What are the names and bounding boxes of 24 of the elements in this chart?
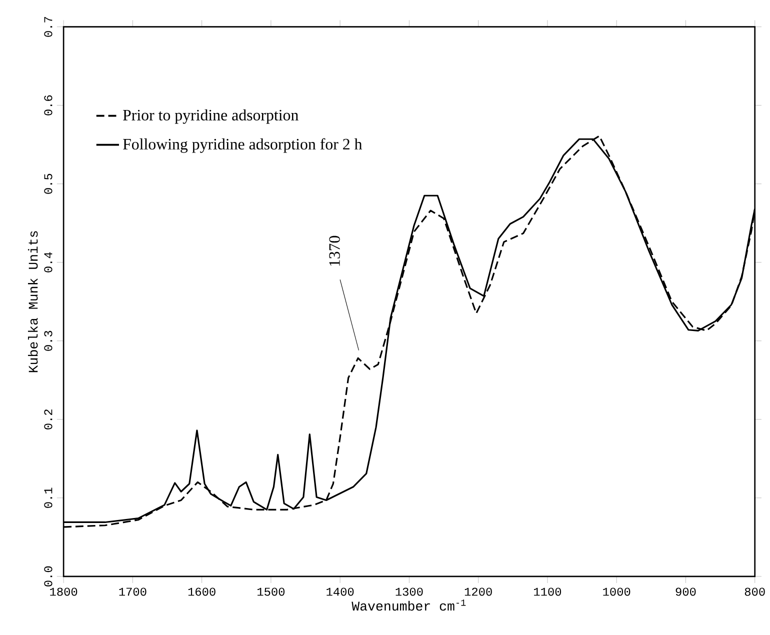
x-tick-label: 1300 [396,588,423,596]
legend-label: Prior to pyridine adsorption [123,109,298,124]
x-tick-label: 1400 [326,588,354,596]
x-tick-label: 1600 [188,588,216,596]
y-axis-title: Kubelka Munk Units [28,231,38,372]
x-axis-title: Wavenumber cm$^{-1}$ [352,600,466,611]
x-tick-label: 1000 [603,588,630,596]
x-tick-label: 800 [744,588,765,596]
y-tick-label: 0.2 [44,410,52,430]
y-tick-label: 0.1 [44,488,52,508]
x-tick-label: 1800 [50,588,78,596]
y-tick-label: 0.5 [44,174,52,194]
x-tick-label: 1200 [464,588,492,596]
x-tick-label: 1700 [119,588,146,596]
annotation: 1370 [329,236,340,266]
x-tick-label: 1500 [258,588,285,596]
y-tick-label: 0.0 [44,566,52,587]
y-tick-label: 0.4 [44,252,52,273]
y-tick-label: 0.7 [44,17,52,37]
x-tick-label: 900 [676,588,696,596]
y-tick-label: 0.6 [44,96,52,116]
y-tick-label: 0.3 [44,331,52,352]
legend-label: Following pyridine adsorption for 2 h [123,138,362,153]
x-tick-label: 1100 [534,588,562,596]
